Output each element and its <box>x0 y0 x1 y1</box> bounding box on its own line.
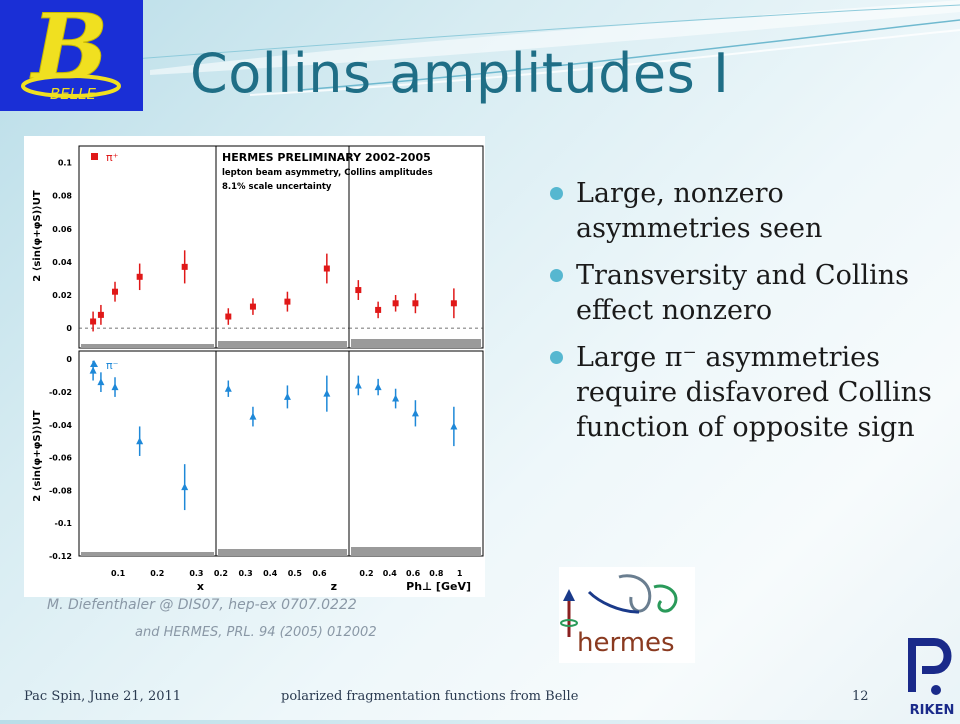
pi-plus-point <box>112 288 119 295</box>
y-tick-label-bottom: -0.12 <box>49 552 72 561</box>
slide-title: Collins amplitudes I <box>190 42 730 105</box>
pi-minus-point <box>224 384 232 392</box>
figure-credit-line2: and HERMES, PRL. 94 (2005) 012002 <box>135 625 377 640</box>
x-axis-label: x <box>197 580 204 593</box>
x-tick-label: 0.1 <box>111 569 126 578</box>
pi-minus-point <box>89 366 97 374</box>
y-tick-label-top: 0 <box>66 324 72 333</box>
collins-chart: HERMES PRELIMINARY 2002-2005 lepton beam… <box>32 145 484 593</box>
chart-title-block: HERMES PRELIMINARY 2002-2005 lepton beam… <box>222 151 433 192</box>
figure-credit-line1: M. Diefenthaler @ DIS07, hep-ex 0707.022… <box>47 597 357 613</box>
y-label-bottom: 2 ⟨sin(φ+φS)⟩UT <box>32 410 43 502</box>
y-tick-label-bottom: -0.04 <box>49 421 72 430</box>
header-swoosh <box>119 0 960 96</box>
belle-logo-text: BELLE <box>50 85 96 103</box>
bullet-item: Large, nonzero asymmetries seen <box>548 176 948 246</box>
pi-plus-point <box>136 273 143 280</box>
x-axis-label: z <box>331 580 337 593</box>
chart-subtitle-1: lepton beam asymmetry, Collins amplitude… <box>222 168 433 178</box>
pi-plus-point <box>375 306 382 313</box>
systematic-band-bottom <box>81 552 214 556</box>
pi-minus-point <box>450 422 458 430</box>
y-tick-label-bottom: -0.02 <box>49 388 72 397</box>
x-tick-label: 1 <box>457 569 463 578</box>
bullet-item: Transversity and Collins effect nonzero <box>548 258 948 328</box>
legend-pi-plus-marker <box>91 153 98 160</box>
pi-plus-point <box>392 300 399 307</box>
x-tick-label: 0.6 <box>406 569 421 578</box>
bullet-list: Large, nonzero asymmetries seen Transver… <box>548 176 948 457</box>
x-tick-label: 0.3 <box>189 569 203 578</box>
pi-plus-point <box>450 300 457 307</box>
x-axis-label: Ph⊥ [GeV] <box>406 580 471 593</box>
x-tick-label: 0.2 <box>150 569 164 578</box>
x-tick-label: 0.6 <box>312 569 327 578</box>
legend-pi-minus-marker <box>90 360 98 367</box>
pi-minus-point <box>111 383 119 391</box>
pi-plus-point <box>284 298 291 305</box>
y-label-top: 2 ⟨sin(φ+φS)⟩UT <box>32 190 43 282</box>
pi-minus-point <box>392 394 400 402</box>
pi-minus-point <box>323 389 331 397</box>
bullet-item: Large π⁻ asymmetries require disfavored … <box>548 340 948 445</box>
pi-plus-point <box>90 318 97 325</box>
x-tick-label: 0.2 <box>359 569 373 578</box>
y-tick-label-bottom: 0 <box>66 355 72 364</box>
y-tick-label-top: 0.08 <box>52 192 72 201</box>
x-tick-label: 0.8 <box>429 569 444 578</box>
systematic-band-bottom <box>351 547 481 556</box>
pi-minus-point <box>136 437 144 445</box>
x-tick-label: 0.4 <box>263 569 278 578</box>
x-tick-label: 0.3 <box>238 569 252 578</box>
riken-logo: RIKEN <box>904 630 960 720</box>
pi-minus-point <box>283 392 291 400</box>
chart-subtitle-2: 8.1% scale uncertainty <box>222 182 332 192</box>
pi-plus-point <box>323 265 330 272</box>
y-tick-label-top: 0.06 <box>52 225 72 234</box>
y-tick-label-bottom: -0.06 <box>49 454 72 463</box>
hermes-logo-text: hermes <box>577 628 675 658</box>
pi-minus-point <box>411 409 419 417</box>
panel-frame-bottom <box>348 350 484 557</box>
riken-logo-text: RIKEN <box>910 703 955 718</box>
pi-minus-point <box>374 383 382 391</box>
y-tick-label-bottom: -0.08 <box>49 486 72 495</box>
pi-plus-point <box>225 313 232 320</box>
systematic-band-top <box>81 344 214 348</box>
panel-frame-bottom <box>215 350 350 557</box>
pi-minus-point <box>354 381 362 389</box>
systematic-band-top <box>218 341 347 348</box>
x-tick-label: 0.4 <box>383 569 398 578</box>
belle-logo-letter: B <box>29 0 108 100</box>
y-tick-label-top: 0.1 <box>58 159 73 168</box>
legend-pi-minus: π⁻ <box>106 359 119 372</box>
belle-logo: B BELLE <box>0 0 143 111</box>
hermes-collins-figure: HERMES PRELIMINARY 2002-2005 lepton beam… <box>24 136 485 597</box>
x-tick-label: 0.5 <box>288 569 303 578</box>
footer-talk-title: polarized fragmentation functions from B… <box>281 689 579 704</box>
pi-minus-point <box>97 378 105 386</box>
pi-plus-point <box>412 300 419 307</box>
pi-plus-point <box>97 311 104 318</box>
y-tick-label-bottom: -0.1 <box>55 519 73 528</box>
pi-minus-point <box>181 483 189 491</box>
systematic-band-bottom <box>218 549 347 556</box>
hermes-logo: hermes <box>559 567 695 663</box>
pi-plus-point <box>249 303 256 310</box>
y-tick-label-top: 0.02 <box>52 291 72 300</box>
x-tick-label: 0.2 <box>214 569 228 578</box>
chart-title: HERMES PRELIMINARY 2002-2005 <box>222 151 431 164</box>
pi-plus-point <box>355 287 362 294</box>
footer-page-number: 12 <box>852 689 869 704</box>
pi-plus-point <box>181 263 188 270</box>
pi-minus-point <box>249 412 257 420</box>
legend-pi-plus: π⁺ <box>106 151 119 164</box>
y-tick-label-top: 0.04 <box>52 258 72 267</box>
footer-event: Pac Spin, June 21, 2011 <box>24 689 182 704</box>
systematic-band-top <box>351 339 481 348</box>
